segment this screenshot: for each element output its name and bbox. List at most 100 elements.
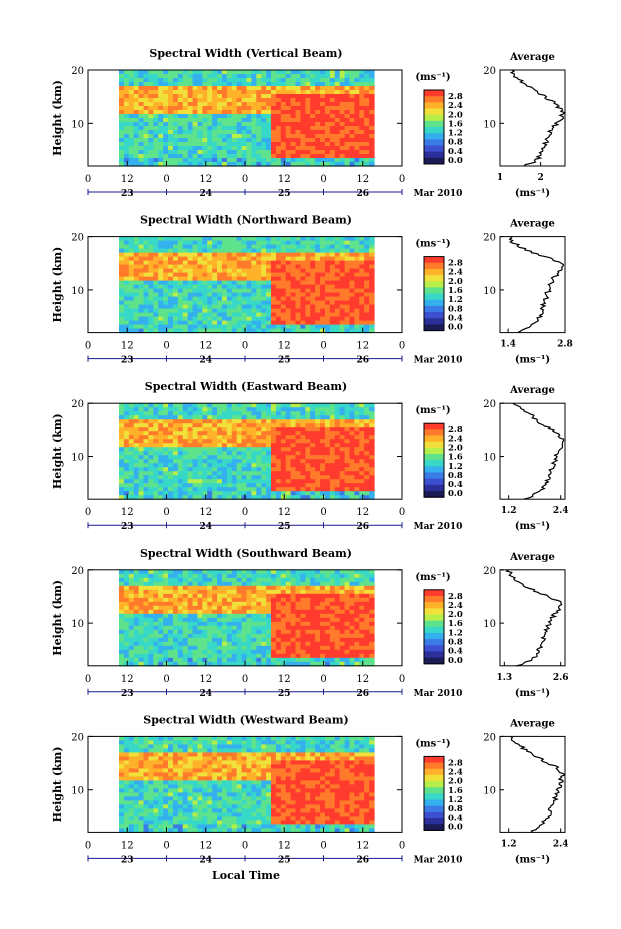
heatmap-cell [359,467,365,472]
heatmap-cell [163,272,169,278]
heatmap-cell [236,102,243,107]
heatmap-cell [128,661,135,667]
heatmap-cell [266,447,272,452]
heatmap-cell [315,288,321,294]
heatmap-cell [290,483,297,488]
heatmap-cell [143,150,150,155]
heatmap-cell [217,114,223,119]
heatmap-cell [148,605,154,611]
heatmap-cell [207,463,213,468]
heatmap-cell [207,601,213,607]
heatmap-cell [138,593,145,599]
heatmap-cell [246,284,253,290]
heatmap-cell [187,431,194,436]
heatmap-cell [369,451,375,456]
heatmap-cell [359,280,365,286]
heatmap-cell [285,312,292,318]
heatmap-cell [163,138,169,143]
heatmap-cell [305,447,311,452]
heatmap-cell [177,487,184,492]
heatmap-cell [349,280,355,286]
heatmap-cell [207,236,213,242]
heatmap-cell [192,142,199,147]
heatmap-cell [207,70,213,75]
heatmap-cell [305,479,311,484]
heatmap-cell [349,475,355,480]
heatmap-cell [202,451,208,456]
heatmap-cell [329,94,336,99]
heatmap-cell [261,78,267,83]
heatmap-cell [334,244,341,250]
heatmap-cell [163,102,169,107]
heatmap-cell [261,86,267,91]
heatmap-cell [158,661,164,667]
heatmap-cell [354,126,360,131]
heatmap-cell [128,328,135,334]
heatmap-cell [271,645,277,651]
heatmap-cell [305,292,311,298]
heatmap-cell [221,162,228,167]
heatmap-cell [221,427,228,432]
heatmap-cell [182,138,189,143]
heatmap-cell [143,601,150,607]
heatmap-cell [192,260,199,266]
heatmap-cell [320,475,326,480]
heatmap-cell [339,328,346,334]
heatmap-cell [246,288,253,294]
heatmap-cell [221,467,228,472]
heatmap-cell [369,435,375,440]
heatmap-cell [148,150,154,155]
heatmap-cell [275,146,282,151]
heatmap-cell [177,495,184,500]
heatmap-cell [119,106,125,111]
heatmap-cell [153,411,159,416]
heatmap-cell [202,70,208,75]
heatmap-cell [221,126,228,131]
heatmap-cell [221,272,228,278]
heatmap-cell [123,78,130,83]
heatmap-cell [212,264,218,270]
heatmap-cell [290,244,297,250]
heatmap-cell [138,439,145,444]
heatmap-cell [344,455,351,460]
heatmap-cell [315,268,321,274]
heatmap-cell [143,292,150,298]
heatmap-cell [133,585,140,591]
heatmap-cell [271,491,277,496]
heatmap-cell [158,609,164,615]
colorbar-tick-label: 1.2 [448,462,463,472]
heatmap-cell [148,415,154,420]
heatmap-cell [236,320,243,326]
heatmap-cell [275,150,282,155]
heatmap-cell [221,577,228,583]
heatmap-cell [310,463,316,468]
heatmap-cell [202,256,208,262]
heatmap-cell [192,625,199,631]
heatmap-cell [241,483,248,488]
heatmap-cell [359,126,365,131]
heatmap-cell [320,98,326,103]
heatmap-cell [172,74,179,79]
heatmap-cell [226,324,233,330]
heatmap-cell [246,439,253,444]
heatmap-cell [143,110,150,115]
heatmap-cell [271,118,277,123]
heatmap-cell [280,252,287,258]
heatmap-cell [280,451,287,456]
heatmap-cell [315,431,321,436]
heatmap-cell [364,102,370,107]
heatmap-cell [344,110,351,115]
heatmap-cell [241,86,248,91]
heatmap-cell [148,467,154,472]
heatmap-cell [217,260,223,266]
heatmap-cell [192,236,199,242]
heatmap-cell [310,154,316,159]
heatmap-cell [320,455,326,460]
heatmap-cell [168,471,174,476]
heatmap-cell [163,653,169,659]
x-tick-label: 0 [242,174,248,185]
heatmap-cell [275,70,282,75]
heatmap-cell [320,649,326,655]
heatmap-cell [177,653,184,659]
heatmap-cell [119,411,125,416]
